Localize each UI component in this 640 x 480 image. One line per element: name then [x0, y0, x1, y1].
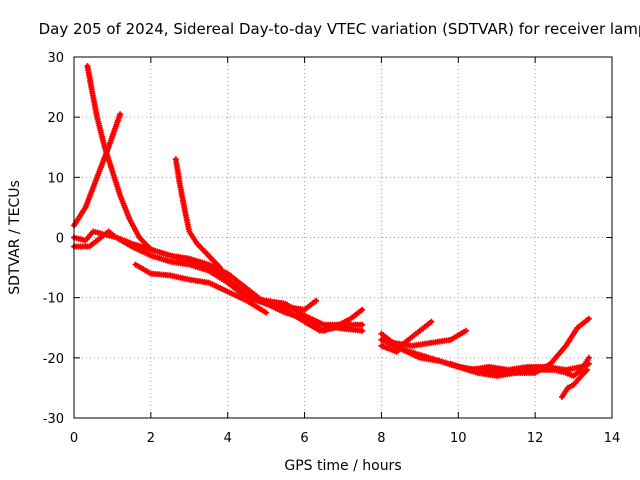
x-tick-label: 12	[527, 431, 544, 446]
series-line	[72, 229, 365, 333]
x-axis-ticks: 0 2 4 6 8 10 12 14	[70, 57, 620, 446]
series-markers	[71, 228, 366, 334]
y-axis-ticks: 30 20 10 0 -10 -20 -30	[43, 51, 612, 427]
x-tick-label: 10	[450, 431, 467, 446]
x-tick-label: 8	[377, 431, 385, 446]
series-markers	[172, 156, 366, 328]
series-markers	[390, 327, 469, 349]
y-tick-label: -30	[43, 412, 64, 427]
y-axis-title: SDTVAR / TECUs	[7, 180, 23, 295]
series-markers	[71, 111, 124, 229]
series-arc-6	[172, 156, 366, 328]
series-line	[85, 64, 319, 312]
x-axis-title: GPS time / hours	[284, 458, 401, 474]
series-arc-4	[71, 228, 366, 334]
x-tick-label: 4	[224, 431, 232, 446]
series-arc-11	[447, 360, 592, 373]
series-markers	[447, 360, 592, 373]
series-line	[72, 229, 365, 333]
y-tick-label: 20	[47, 111, 64, 126]
y-tick-label: 30	[47, 51, 64, 66]
series-arc-3	[71, 228, 366, 334]
x-tick-label: 0	[70, 431, 78, 446]
series-arc-1	[84, 63, 320, 313]
chart-title: Day 205 of 2024, Sidereal Day-to-day VTE…	[39, 20, 640, 38]
y-tick-label: -20	[43, 352, 64, 367]
y-tick-label: 10	[47, 171, 64, 186]
x-tick-label: 14	[604, 431, 621, 446]
x-tick-label: 2	[147, 431, 155, 446]
series-markers	[132, 261, 270, 316]
series-arc-2	[71, 111, 124, 229]
x-tick-label: 6	[300, 431, 308, 446]
data-series	[71, 63, 592, 400]
series-markers	[559, 366, 590, 400]
grid-lines	[74, 57, 612, 418]
y-tick-label: -10	[43, 292, 64, 307]
series-markers	[71, 228, 366, 334]
series-arc-5	[132, 261, 270, 316]
series-arc-12	[559, 366, 590, 400]
series-arc-9	[390, 327, 469, 349]
y-tick-label: 0	[56, 232, 64, 247]
